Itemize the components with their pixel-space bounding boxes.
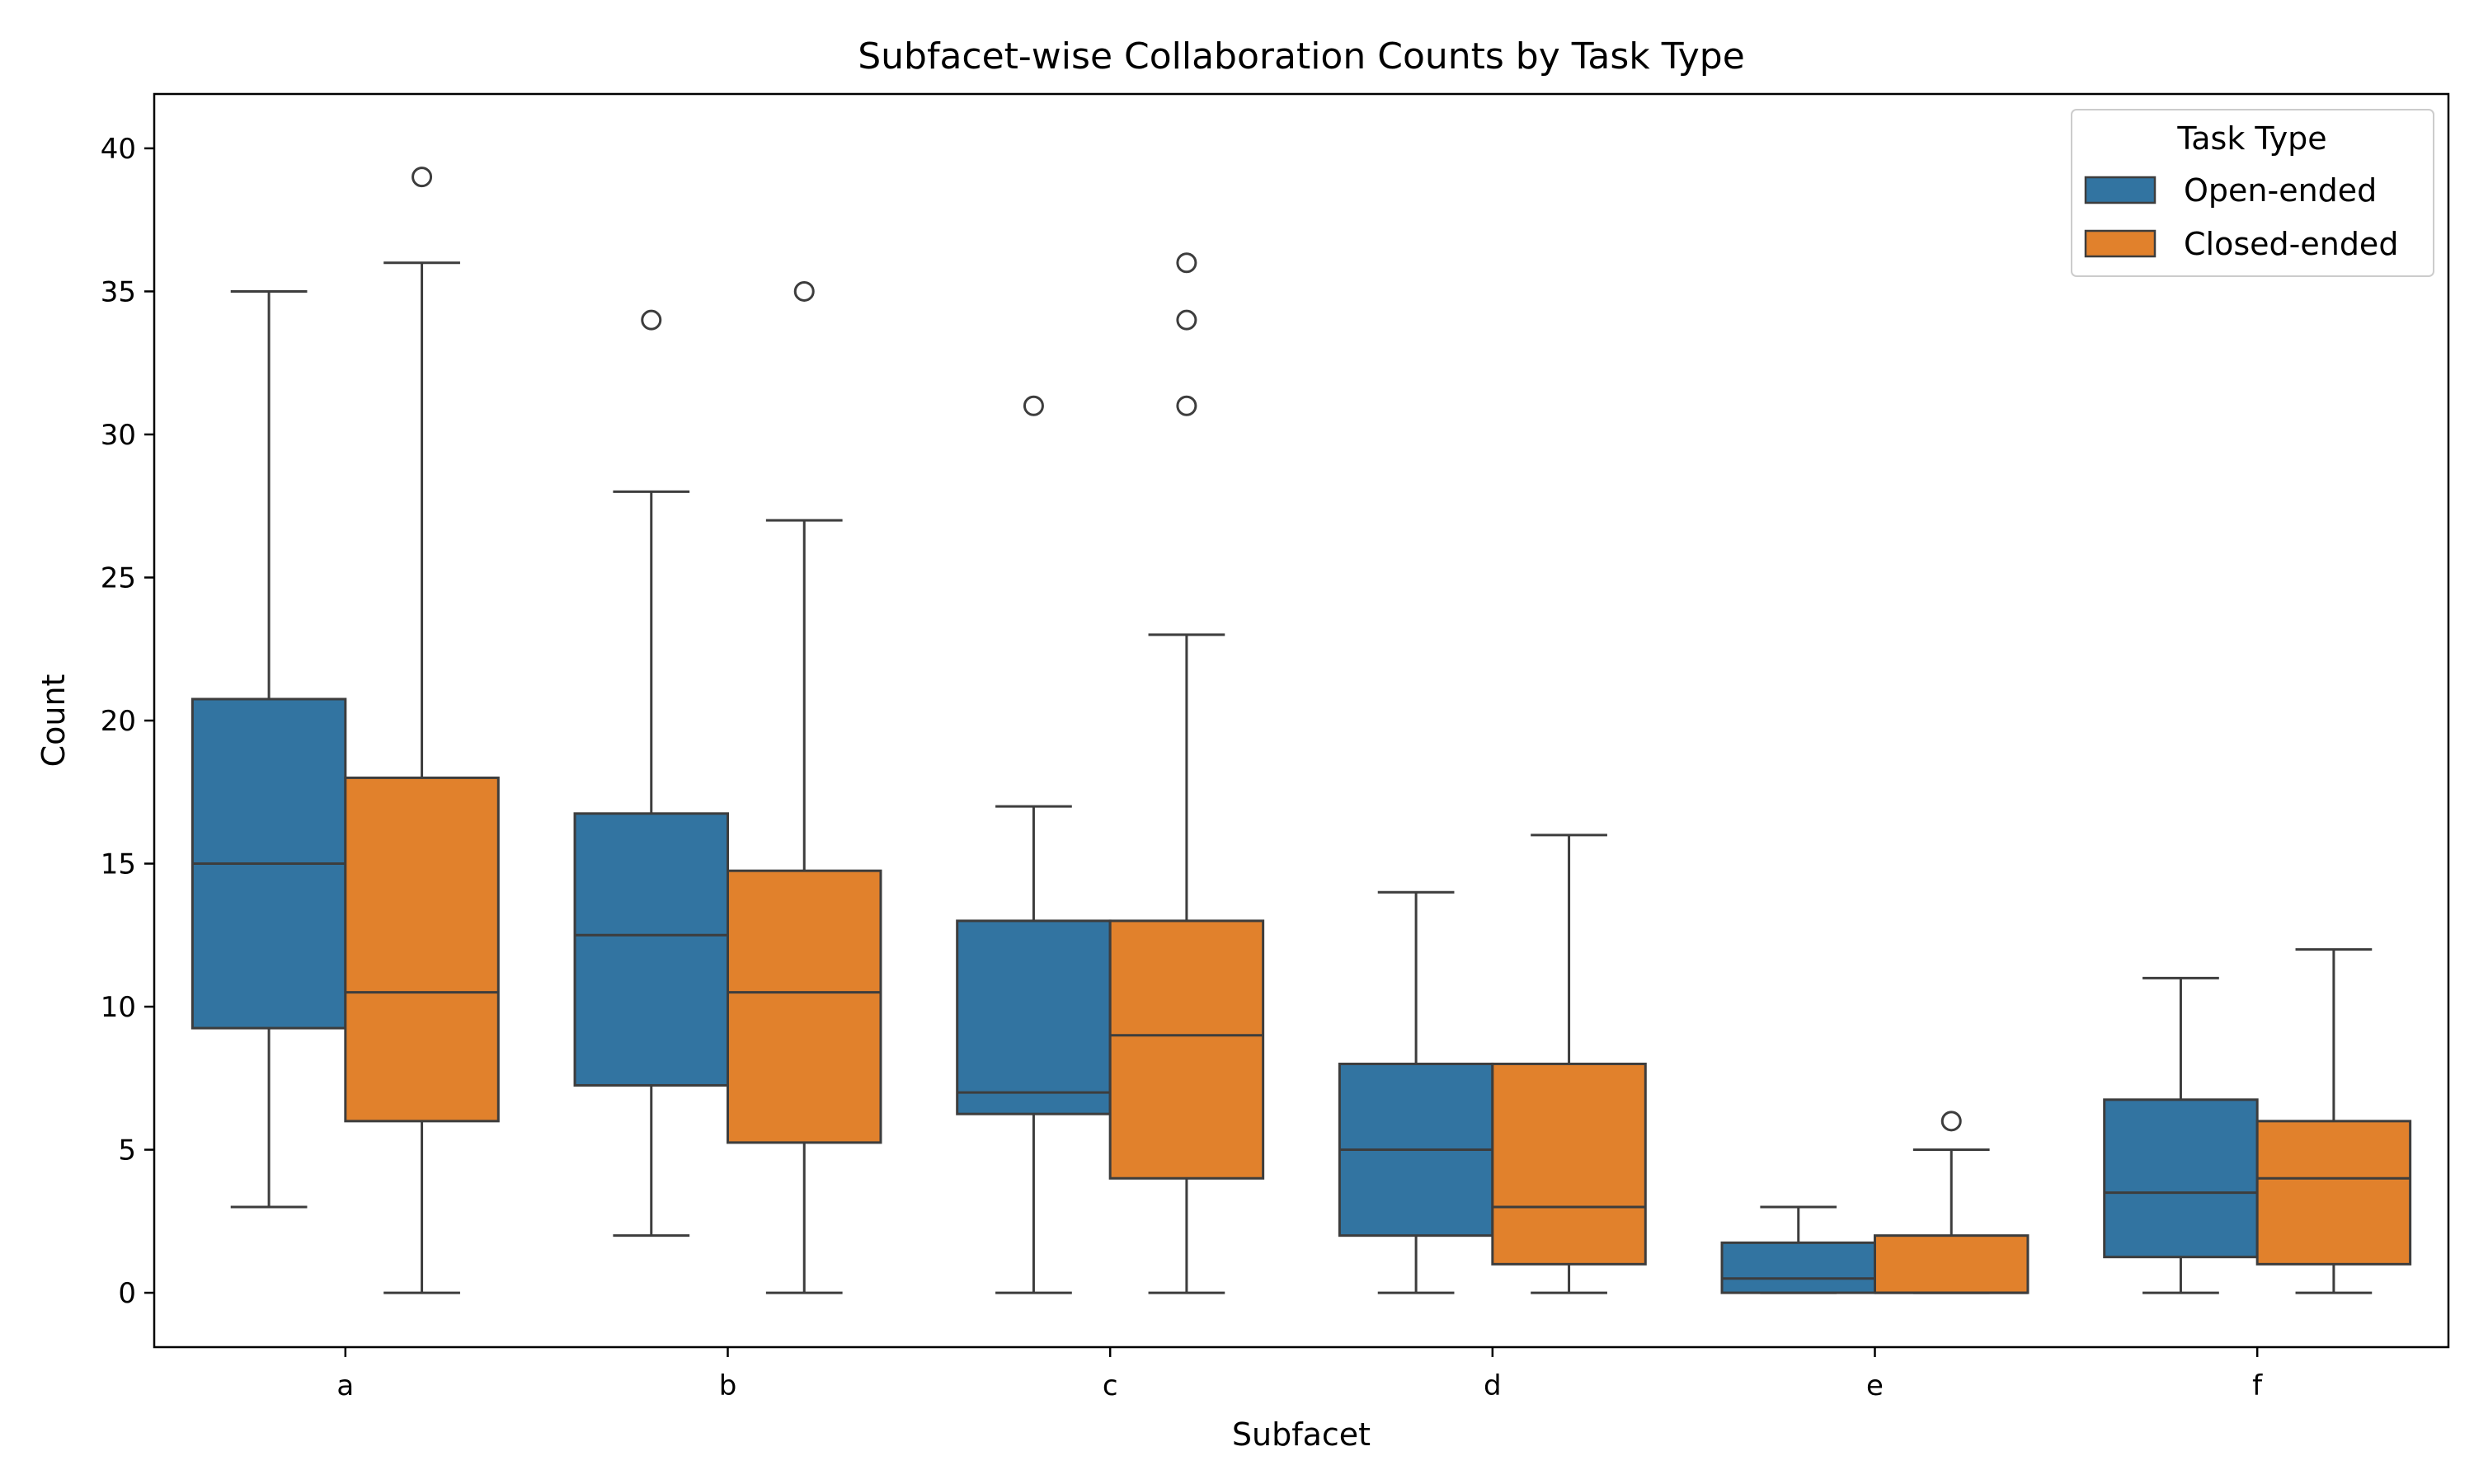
y-tick-label: 0 xyxy=(118,1277,136,1310)
y-tick-label: 40 xyxy=(101,133,136,166)
x-axis: a b c d e f xyxy=(336,1347,2263,1402)
box-open-ended-a xyxy=(190,289,347,1209)
outlier-point xyxy=(641,309,662,331)
box-iqr xyxy=(956,919,1112,1115)
x-tick-label: b xyxy=(719,1369,737,1402)
outlier-point xyxy=(793,280,815,302)
legend-frame xyxy=(2071,109,2434,277)
outlier-point xyxy=(1940,1111,1962,1132)
x-tick-label: f xyxy=(2252,1369,2263,1402)
outlier-point xyxy=(1176,309,1197,331)
x-axis-label: Subfacet xyxy=(1232,1416,1371,1453)
y-tick-label: 30 xyxy=(101,419,136,452)
box-iqr xyxy=(2103,1098,2259,1259)
x-tick-label: d xyxy=(1484,1369,1502,1402)
outlier-point xyxy=(1176,252,1197,274)
y-tick-label: 5 xyxy=(118,1134,136,1167)
y-tick-label: 20 xyxy=(101,705,136,738)
chart-title: Subfacet-wise Collaboration Counts by Ta… xyxy=(858,35,1745,77)
box-iqr xyxy=(344,776,500,1123)
box-iqr xyxy=(1108,919,1265,1180)
y-tick-label: 25 xyxy=(101,561,136,594)
box-iqr xyxy=(1491,1062,1647,1266)
y-tick-label: 10 xyxy=(101,991,136,1024)
box-closed-ended-b xyxy=(727,280,882,1294)
box-iqr xyxy=(573,812,729,1087)
legend: Task Type Open-ended Closed-ended xyxy=(2071,109,2434,277)
box-closed-ended-e xyxy=(1874,1111,2030,1294)
legend-label-closed-ended: Closed-ended xyxy=(2184,226,2398,262)
box-open-ended-b xyxy=(573,309,729,1237)
box-iqr xyxy=(2255,1120,2412,1266)
y-axis-label: Count xyxy=(35,674,72,768)
legend-swatch-open-ended xyxy=(2084,176,2157,204)
plot-area xyxy=(190,167,2412,1294)
legend-title: Task Type xyxy=(2176,120,2326,157)
y-axis: 0 5 10 15 20 25 30 35 40 xyxy=(101,133,154,1310)
box-iqr xyxy=(1720,1241,1877,1294)
box-open-ended-f xyxy=(2103,976,2259,1294)
x-tick-label: c xyxy=(1103,1369,1118,1402)
outlier-point xyxy=(1176,395,1197,416)
y-tick-label: 35 xyxy=(101,275,136,308)
x-tick-label: e xyxy=(1866,1369,1884,1402)
legend-swatch-closed-ended xyxy=(2084,229,2157,258)
legend-label-open-ended: Open-ended xyxy=(2184,172,2377,209)
box-closed-ended-f xyxy=(2255,948,2412,1294)
box-open-ended-d xyxy=(1338,890,1494,1294)
box-closed-ended-a xyxy=(344,167,500,1294)
x-tick-label: a xyxy=(336,1369,354,1402)
outlier-point xyxy=(412,167,433,188)
box-closed-ended-c xyxy=(1108,252,1265,1294)
box-iqr xyxy=(727,869,882,1144)
y-tick-label: 15 xyxy=(101,848,136,881)
outlier-point xyxy=(1023,395,1044,416)
box-closed-ended-d xyxy=(1491,834,1647,1294)
box-iqr xyxy=(1874,1234,2030,1294)
